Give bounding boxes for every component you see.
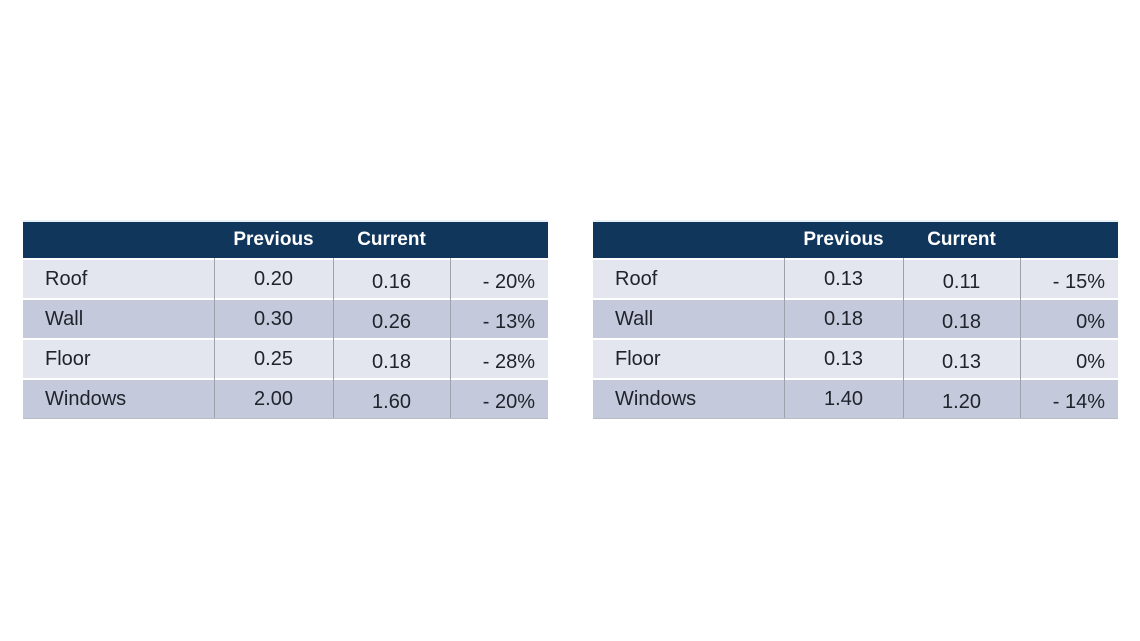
row-label: Floor bbox=[23, 340, 214, 378]
header-spacer-right bbox=[1020, 222, 1118, 258]
column-header-previous: Previous bbox=[214, 222, 333, 258]
column-divider bbox=[333, 258, 334, 418]
column-header-previous: Previous bbox=[784, 222, 903, 258]
current-value: 1.60 bbox=[333, 380, 450, 418]
change-percent: 0% bbox=[1020, 340, 1118, 378]
current-value: 0.18 bbox=[903, 300, 1020, 338]
row-label: Roof bbox=[593, 260, 784, 298]
header-spacer-left bbox=[23, 222, 214, 258]
change-percent: - 15% bbox=[1020, 260, 1118, 298]
row-label: Wall bbox=[593, 300, 784, 338]
row-label: Wall bbox=[23, 300, 214, 338]
change-percent: - 20% bbox=[450, 260, 548, 298]
column-header-current: Current bbox=[903, 222, 1020, 258]
current-value: 0.11 bbox=[903, 260, 1020, 298]
column-divider bbox=[784, 258, 785, 418]
previous-value: 0.13 bbox=[784, 340, 903, 378]
table-top-highlight bbox=[23, 220, 548, 222]
column-divider bbox=[214, 258, 215, 418]
column-divider bbox=[1020, 258, 1021, 418]
previous-value: 0.18 bbox=[784, 300, 903, 338]
change-percent: 0% bbox=[1020, 300, 1118, 338]
previous-value: 2.00 bbox=[214, 380, 333, 418]
row-label: Roof bbox=[23, 260, 214, 298]
previous-value: 1.40 bbox=[784, 380, 903, 418]
table-top-highlight bbox=[593, 220, 1118, 222]
header-spacer-right bbox=[450, 222, 548, 258]
previous-value: 0.25 bbox=[214, 340, 333, 378]
current-value: 0.18 bbox=[333, 340, 450, 378]
column-divider bbox=[450, 258, 451, 418]
comparison-table-right: Previous Current Roof 0.13 0.11 - 15% Wa… bbox=[593, 220, 1118, 419]
current-value: 0.26 bbox=[333, 300, 450, 338]
current-value: 0.13 bbox=[903, 340, 1020, 378]
change-percent: - 13% bbox=[450, 300, 548, 338]
current-value: 0.16 bbox=[333, 260, 450, 298]
change-percent: - 14% bbox=[1020, 380, 1118, 418]
change-percent: - 20% bbox=[450, 380, 548, 418]
row-label: Windows bbox=[593, 380, 784, 418]
header-spacer-left bbox=[593, 222, 784, 258]
row-label: Floor bbox=[593, 340, 784, 378]
current-value: 1.20 bbox=[903, 380, 1020, 418]
row-label: Windows bbox=[23, 380, 214, 418]
column-header-current: Current bbox=[333, 222, 450, 258]
previous-value: 0.13 bbox=[784, 260, 903, 298]
column-divider bbox=[903, 258, 904, 418]
comparison-table-left: Previous Current Roof 0.20 0.16 - 20% Wa… bbox=[23, 220, 548, 419]
change-percent: - 28% bbox=[450, 340, 548, 378]
previous-value: 0.20 bbox=[214, 260, 333, 298]
previous-value: 0.30 bbox=[214, 300, 333, 338]
